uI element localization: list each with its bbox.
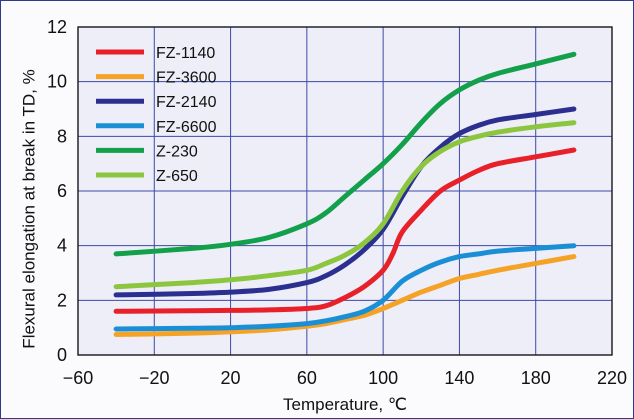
legend-label-z-230: Z-230 <box>156 143 198 160</box>
series-line-fz-1140 <box>113 147 577 314</box>
x-tick-label: 180 <box>521 368 551 388</box>
y-tick-label: 2 <box>57 290 67 310</box>
plot-border <box>77 26 613 356</box>
x-tick-label: −60 <box>63 368 94 388</box>
series-lines <box>113 51 577 337</box>
y-tick-label: 0 <box>57 345 67 365</box>
legend-label-fz-2140: FZ-2140 <box>156 94 217 111</box>
legend-label-z-650: Z-650 <box>156 168 198 185</box>
y-tick-label: 6 <box>57 181 67 201</box>
legend-label-fz-3600: FZ-3600 <box>156 70 217 87</box>
x-tick-label: 60 <box>297 368 317 388</box>
y-tick-label: 12 <box>47 17 67 37</box>
x-tick-labels: −60 −20 20 60 100 140 180 220 <box>63 368 627 388</box>
series-line-fz-2140 <box>113 106 577 298</box>
legend-label-fz-1140: FZ-1140 <box>156 45 215 62</box>
series-line-z-650 <box>113 120 577 290</box>
y-tick-labels: 0 2 4 6 8 10 12 <box>47 17 67 365</box>
legend-label-fz-6600: FZ-6600 <box>156 119 217 136</box>
y-axis-label: Flexural elongation at break in TD, % <box>19 69 38 348</box>
x-tick-label: 140 <box>444 368 474 388</box>
legend: FZ-1140 FZ-3600 FZ-2140 FZ-6600 Z-230 Z-650 <box>96 45 217 185</box>
series-line-z-230 <box>113 51 577 257</box>
x-axis-label: Temperature, ℃ <box>283 395 407 414</box>
series-line-fz-3600 <box>113 254 577 337</box>
x-tick-label: −20 <box>139 368 170 388</box>
y-tick-label: 8 <box>57 126 67 146</box>
x-tick-label: 100 <box>368 368 398 388</box>
y-tick-label: 4 <box>57 236 67 256</box>
x-tick-label: 220 <box>597 368 627 388</box>
series-line-fz-6600 <box>113 243 577 332</box>
y-tick-label: 10 <box>47 72 67 92</box>
x-tick-label: 20 <box>221 368 241 388</box>
